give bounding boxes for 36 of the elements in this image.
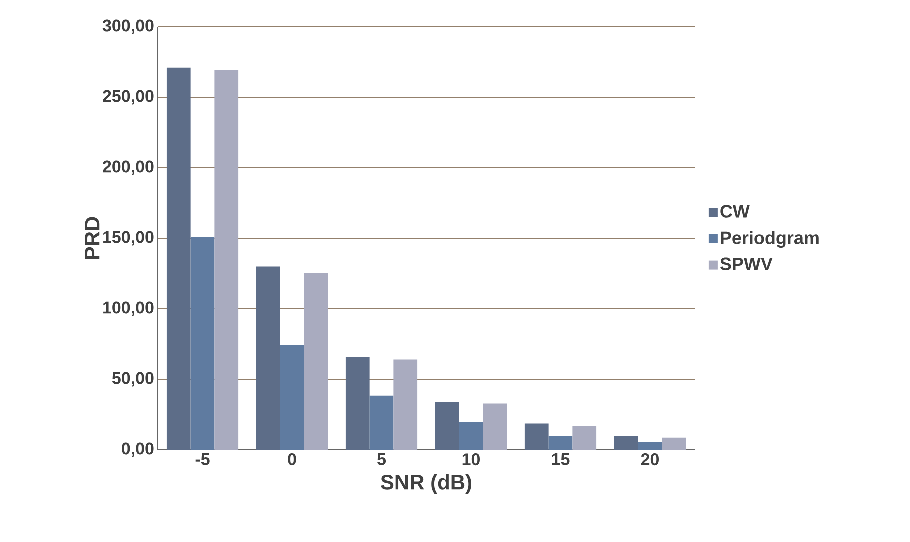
y-tick-label: 150,00: [104, 231, 154, 246]
legend-label: SPWV: [720, 258, 773, 271]
bar: [214, 70, 239, 450]
bar: [370, 396, 394, 450]
bar: [280, 345, 304, 450]
bar: [190, 237, 215, 450]
bar: [346, 358, 370, 450]
legend-label: Periodgram: [721, 231, 819, 248]
bar: [459, 422, 484, 450]
y-tick-label: 300,00: [102, 20, 154, 34]
y-tick-label: 50,00: [112, 372, 154, 387]
y-tick-label: 200,00: [103, 160, 154, 176]
y-tick-label: 0,00: [122, 442, 154, 458]
bar: [548, 436, 573, 450]
bar: [572, 426, 597, 450]
x-axis-title: SNR (dB): [381, 474, 472, 494]
bar: [638, 442, 662, 450]
y-axis-title: PRD: [85, 217, 100, 260]
x-tick-label: 0: [288, 454, 296, 466]
x-tick-label: 5: [378, 454, 386, 466]
bar: [614, 436, 638, 450]
bar: [256, 266, 280, 450]
bar: [483, 404, 508, 450]
x-tick-label: 10: [462, 454, 480, 466]
x-tick-label: 15: [552, 454, 570, 466]
legend-label: CW: [720, 205, 750, 218]
bar: [304, 273, 328, 450]
x-tick-label: -5: [196, 454, 210, 466]
y-tick-label: 250,00: [103, 90, 154, 105]
x-tick-label: 20: [641, 454, 659, 466]
bar: [435, 402, 460, 450]
bar: [166, 68, 191, 450]
bar: [662, 438, 686, 450]
bar: [394, 360, 418, 450]
y-tick-label: 100,00: [104, 302, 154, 316]
bar: [524, 424, 549, 450]
